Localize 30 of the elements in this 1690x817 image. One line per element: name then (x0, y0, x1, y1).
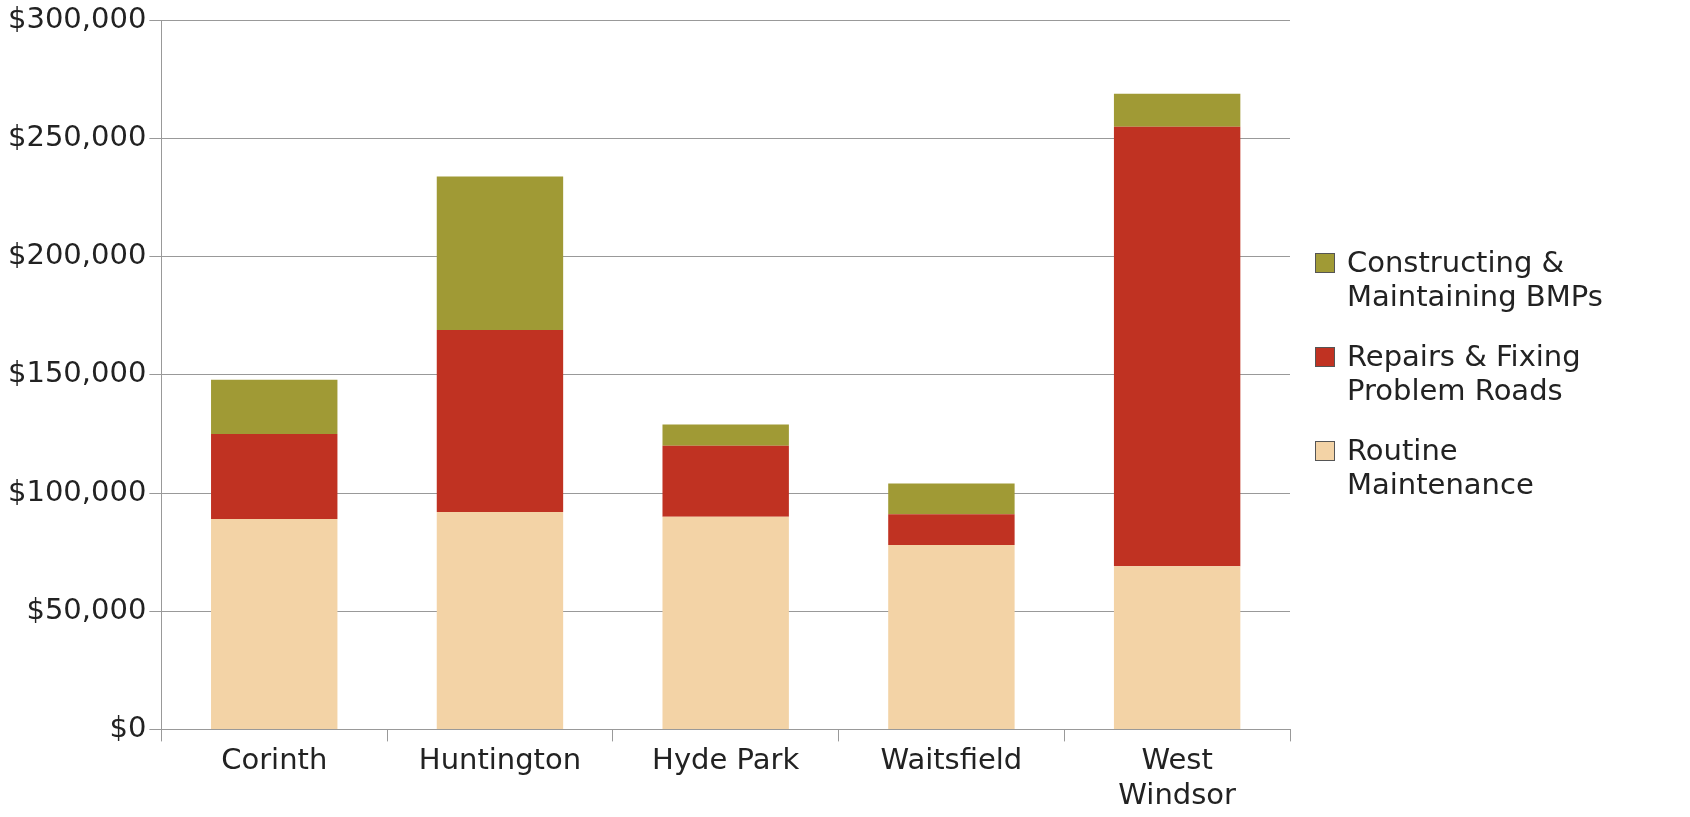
bar (1113, 566, 1241, 729)
legend-label: Constructing & Maintaining BMPs (1347, 245, 1604, 313)
y-tick-label: $150,000 (8, 355, 147, 390)
bar (211, 433, 338, 520)
bar (888, 545, 1015, 729)
bar (888, 514, 1015, 546)
bar (662, 424, 789, 446)
bar (1113, 93, 1241, 127)
legend-label: Repairs & Fixing Problem Roads (1347, 339, 1582, 407)
legend-label: Routine Maintenance (1347, 433, 1535, 501)
bar (436, 176, 564, 330)
y-tick-label: $250,000 (8, 119, 147, 154)
bar (1113, 126, 1241, 567)
y-tick-label: $50,000 (26, 591, 147, 626)
bar (662, 516, 789, 729)
y-tick-label: $300,000 (8, 0, 147, 35)
y-tick-label: $100,000 (8, 473, 147, 508)
bar (211, 379, 338, 434)
x-tick-label: Huntington (418, 742, 582, 777)
bar (888, 483, 1015, 515)
bar (436, 330, 564, 512)
bar (662, 445, 789, 517)
x-tick-label: Waitsfield (880, 742, 1023, 777)
y-tick-label: $0 (109, 709, 147, 744)
x-tick-label: Hyde Park (652, 742, 800, 777)
bar (436, 511, 564, 729)
bar (211, 519, 338, 729)
x-tick-label: West Windsor (1118, 742, 1237, 812)
y-tick-label: $200,000 (8, 237, 147, 272)
x-tick-label: Corinth (221, 742, 328, 777)
